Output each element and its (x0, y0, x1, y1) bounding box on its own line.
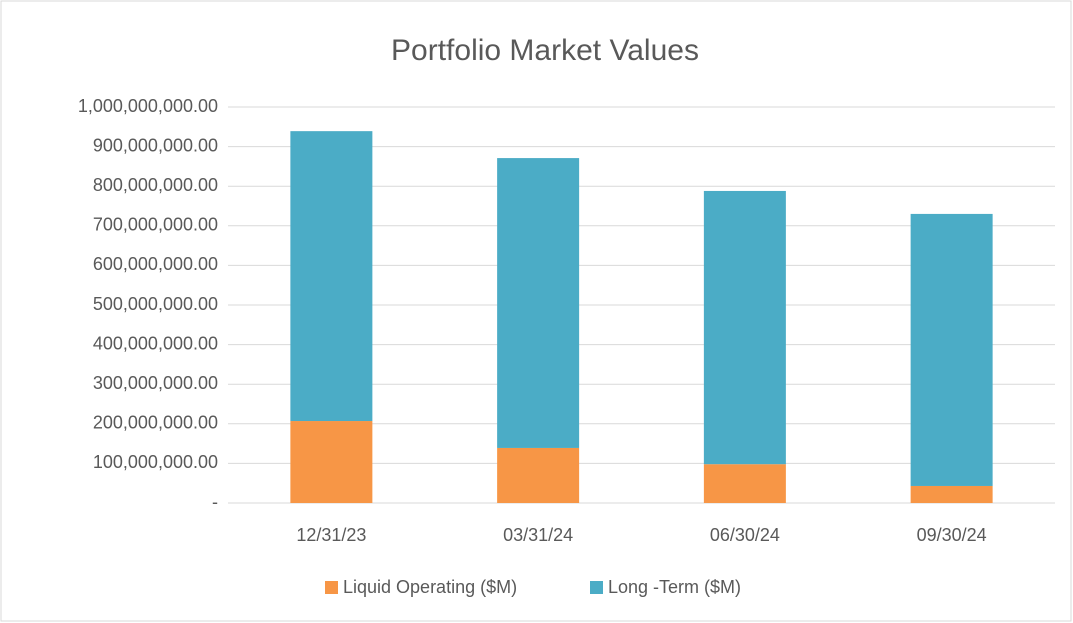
x-tick-label: 12/31/23 (296, 525, 366, 545)
bar-segment (703, 190, 786, 465)
legend-swatch (590, 581, 603, 594)
bar-segment (290, 131, 373, 422)
y-tick-label: 600,000,000.00 (93, 254, 218, 274)
y-tick-label: 900,000,000.00 (93, 135, 218, 155)
legend-swatch (325, 581, 338, 594)
y-tick-label: 700,000,000.00 (93, 215, 218, 235)
x-tick-label: 06/30/24 (710, 525, 780, 545)
bar-segment (910, 485, 993, 503)
y-tick-label: 1,000,000,000.00 (78, 96, 218, 116)
y-tick-label: 200,000,000.00 (93, 413, 218, 433)
y-tick-label: 400,000,000.00 (93, 333, 218, 353)
y-tick-label: - (212, 492, 218, 512)
bar-segment (497, 158, 580, 448)
x-tick-label: 03/31/24 (503, 525, 573, 545)
y-tick-label: 800,000,000.00 (93, 175, 218, 195)
legend-label: Long -Term ($M) (608, 577, 741, 597)
x-tick-label: 09/30/24 (917, 525, 987, 545)
bar-segment (497, 447, 580, 503)
bar-segment (290, 421, 373, 503)
y-tick-label: 100,000,000.00 (93, 452, 218, 472)
bar-segment (910, 213, 993, 486)
chart-title: Portfolio Market Values (391, 34, 699, 67)
legend-label: Liquid Operating ($M) (343, 577, 517, 597)
y-tick-label: 500,000,000.00 (93, 294, 218, 314)
y-tick-label: 300,000,000.00 (93, 373, 218, 393)
bar-segment (703, 464, 786, 503)
